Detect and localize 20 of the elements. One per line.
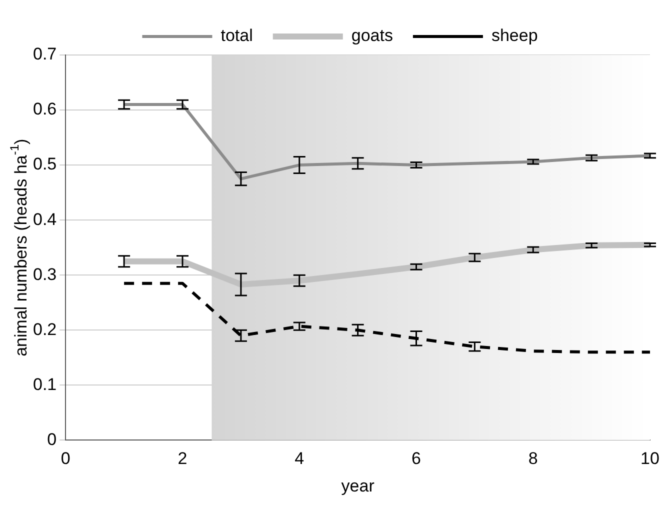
- legend-label: total: [220, 26, 253, 46]
- line-series: [122, 282, 650, 354]
- x-tick-label: 10: [640, 449, 660, 468]
- x-axis-title: year: [341, 476, 375, 496]
- legend-label: goats: [351, 26, 393, 46]
- x-tick-label: 8: [528, 449, 538, 468]
- x-tick-label: 6: [412, 449, 421, 468]
- y-tick-label: 0: [47, 430, 57, 449]
- y-tick-label: 0.2: [32, 320, 57, 339]
- y-tick-label: 0.6: [32, 100, 57, 119]
- y-axis-title: animal numbers (heads ha-1): [7, 138, 31, 356]
- x-tick-label: 4: [294, 449, 304, 468]
- y-tick-label: 0.4: [32, 210, 57, 229]
- y-tick-label: 0.7: [32, 44, 57, 64]
- y-tick-label: 0.1: [32, 374, 57, 394]
- legend-label: sheep: [491, 26, 538, 46]
- y-tick-label: 0.3: [32, 264, 57, 284]
- x-tick-label: 2: [178, 449, 188, 468]
- y-tick-label: 0.5: [32, 154, 57, 174]
- x-tick-label: 0: [60, 449, 70, 468]
